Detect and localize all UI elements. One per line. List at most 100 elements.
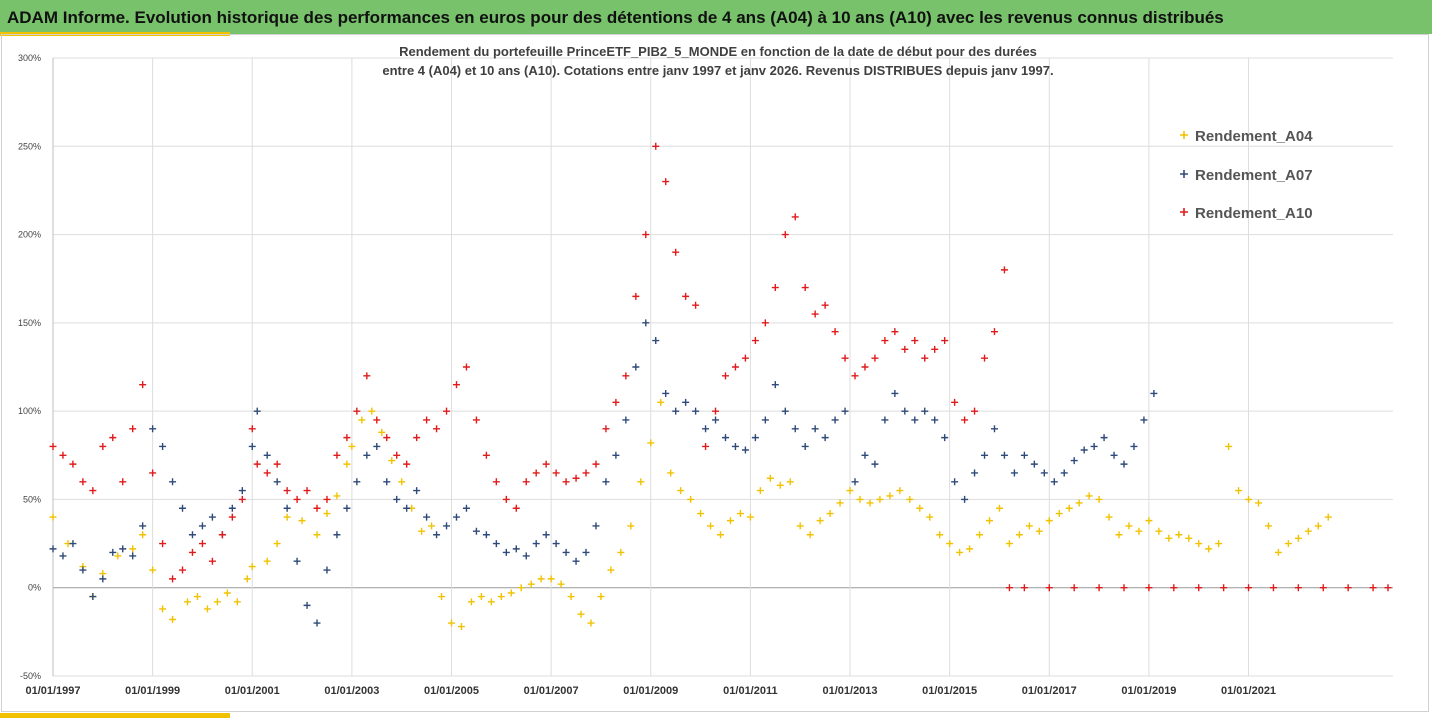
data-point <box>388 457 396 465</box>
x-tick-label: 01/01/1997 <box>25 685 80 697</box>
data-point <box>692 301 700 309</box>
data-point <box>283 487 291 495</box>
data-point <box>816 517 824 525</box>
data-point <box>846 487 854 495</box>
data-point <box>472 527 480 535</box>
data-point <box>931 345 939 353</box>
data-point <box>413 434 421 442</box>
data-point <box>731 442 739 450</box>
data-point <box>183 598 191 606</box>
data-point <box>423 513 431 521</box>
data-point <box>423 416 431 424</box>
data-point <box>622 372 630 380</box>
y-tick-label: 100% <box>18 406 41 416</box>
data-point <box>238 487 246 495</box>
data-point <box>662 178 670 186</box>
data-point <box>283 504 291 512</box>
data-point <box>198 522 206 530</box>
y-tick-label: 300% <box>18 53 41 63</box>
data-point <box>303 487 311 495</box>
data-point <box>1255 499 1262 507</box>
x-tick-label: 01/01/2017 <box>1022 685 1077 697</box>
data-point <box>841 354 849 362</box>
data-point <box>1165 534 1173 542</box>
data-point <box>612 451 620 459</box>
data-point <box>452 513 460 521</box>
data-point <box>507 589 515 597</box>
data-point <box>1384 584 1392 592</box>
data-point <box>856 495 864 503</box>
x-tick-label: 01/01/2005 <box>424 685 479 697</box>
data-point <box>781 407 789 415</box>
data-point <box>333 451 341 459</box>
data-point <box>811 310 819 318</box>
data-point <box>647 439 655 447</box>
data-point <box>562 548 570 556</box>
data-point <box>1220 584 1228 592</box>
data-point <box>702 425 710 433</box>
data-point <box>443 522 451 530</box>
data-point <box>766 474 774 482</box>
data-point <box>806 531 814 539</box>
data-point <box>682 398 690 406</box>
data-point <box>49 513 57 521</box>
data-point <box>936 531 944 539</box>
x-tick-label: 01/01/2003 <box>324 685 379 697</box>
data-point <box>263 451 271 459</box>
data-point <box>572 557 580 565</box>
data-point <box>901 407 909 415</box>
data-point <box>198 540 206 548</box>
data-point <box>482 531 490 539</box>
data-point <box>831 416 839 424</box>
data-point <box>522 478 530 486</box>
data-point <box>961 416 969 424</box>
data-point <box>602 478 610 486</box>
data-point <box>801 284 809 292</box>
data-point <box>1055 510 1063 518</box>
data-point <box>373 442 381 450</box>
data-point <box>751 434 759 442</box>
data-point <box>363 372 371 380</box>
data-point <box>1080 446 1088 454</box>
data-point <box>567 593 575 601</box>
data-point <box>313 504 321 512</box>
data-point <box>562 478 570 486</box>
data-point <box>159 605 167 613</box>
data-point <box>587 619 595 627</box>
data-point <box>59 451 67 459</box>
legend-label: Rendement_A07 <box>1195 167 1313 184</box>
data-point <box>761 319 769 327</box>
y-tick-label: 50% <box>23 494 41 504</box>
x-tick-label: 01/01/2007 <box>524 685 579 697</box>
data-point <box>457 623 465 631</box>
chart-title-line-1: Rendement du portefeuille PrinceETF_PIB2… <box>399 44 1037 59</box>
data-point <box>971 469 979 477</box>
data-point <box>79 478 87 486</box>
data-point <box>532 540 540 548</box>
data-point <box>99 575 107 583</box>
data-point <box>69 460 77 468</box>
y-tick-label: 0% <box>28 583 41 593</box>
data-point <box>1060 469 1068 477</box>
data-point <box>333 531 341 539</box>
data-point <box>527 580 535 588</box>
data-point <box>497 593 505 601</box>
data-point <box>592 460 600 468</box>
data-point <box>1369 584 1377 592</box>
data-point <box>712 416 720 424</box>
data-point <box>119 478 127 486</box>
data-point <box>951 398 959 406</box>
data-point <box>791 213 799 221</box>
data-point <box>607 566 615 574</box>
data-point <box>1150 389 1158 397</box>
data-point <box>1090 442 1098 450</box>
data-point <box>323 495 331 503</box>
data-point <box>462 504 470 512</box>
data-point <box>323 510 331 518</box>
data-point <box>966 545 974 553</box>
data-point <box>149 425 157 433</box>
y-tick-label: 200% <box>18 230 41 240</box>
data-point <box>687 495 695 503</box>
data-point <box>363 451 371 459</box>
